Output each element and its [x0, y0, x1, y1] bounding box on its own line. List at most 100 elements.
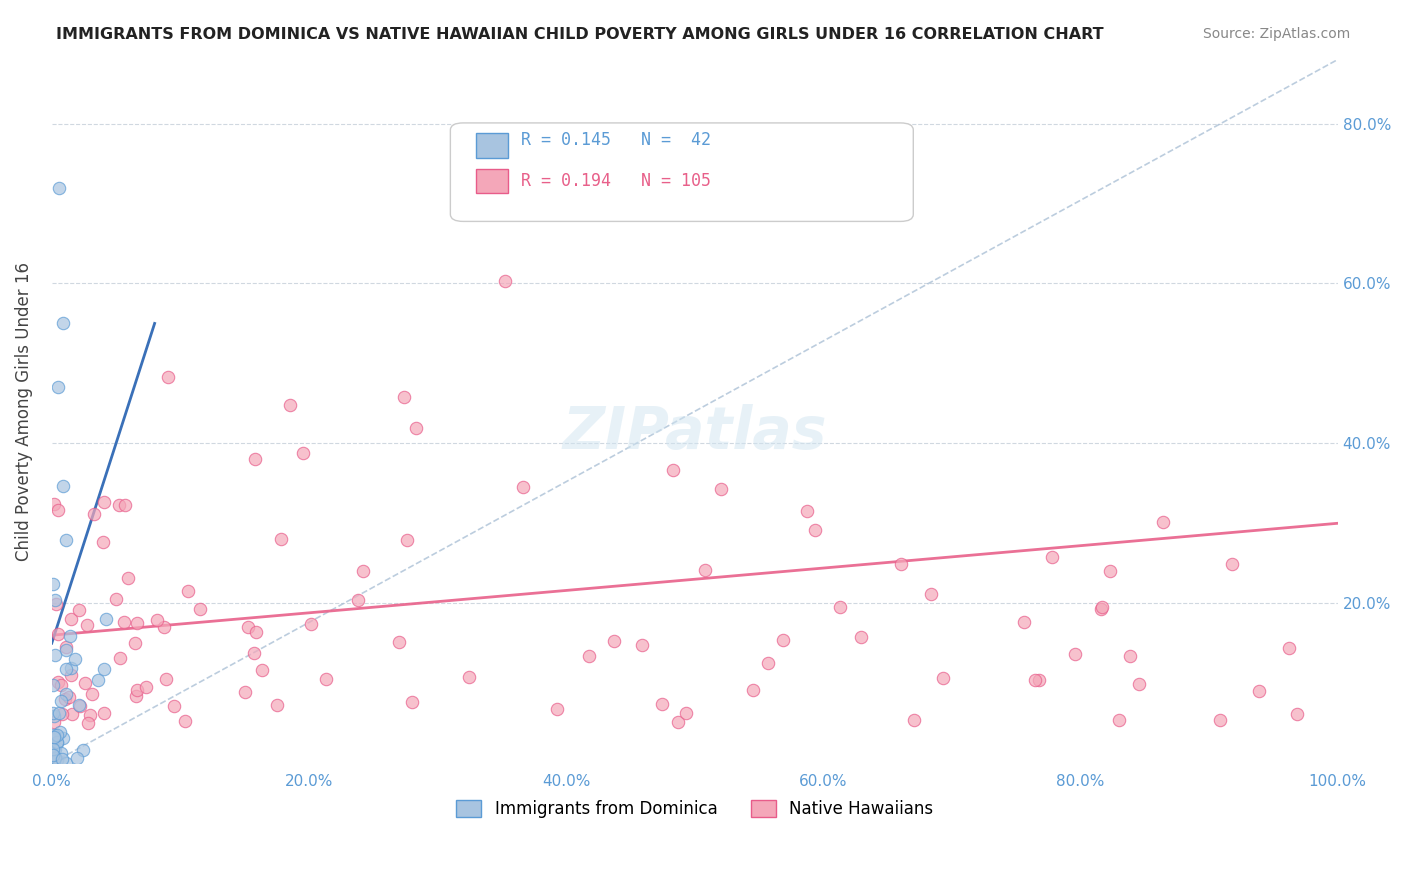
Point	[44, 709, 66, 723]
Point	[114, 498, 136, 512]
Point	[49, 678, 72, 692]
Point	[80, 687, 103, 701]
Point	[278, 398, 301, 412]
Point	[494, 274, 516, 288]
Point	[83, 507, 105, 521]
Point	[1152, 515, 1174, 529]
Point	[546, 701, 568, 715]
Point	[93, 495, 115, 509]
Point	[125, 690, 148, 704]
Point	[395, 533, 418, 548]
Point	[849, 631, 872, 645]
Point	[299, 616, 322, 631]
Point	[830, 600, 852, 615]
Point	[675, 706, 697, 721]
Point	[59, 661, 82, 675]
Point	[1091, 599, 1114, 614]
Point	[79, 707, 101, 722]
Point	[890, 557, 912, 571]
Point	[60, 706, 83, 721]
Point	[1098, 564, 1121, 578]
Point	[52, 317, 75, 331]
Point	[125, 615, 148, 630]
Text: IMMIGRANTS FROM DOMINICA VS NATIVE HAWAIIAN CHILD POVERTY AMONG GIRLS UNDER 16 C: IMMIGRANTS FROM DOMINICA VS NATIVE HAWAI…	[56, 27, 1104, 42]
Point	[55, 661, 77, 675]
Point	[233, 684, 256, 698]
Point	[174, 714, 197, 728]
Bar	[477, 134, 508, 158]
Point	[236, 620, 259, 634]
Point	[44, 497, 66, 511]
Point	[1278, 641, 1301, 656]
Point	[1247, 683, 1270, 698]
Point	[44, 742, 66, 756]
Point	[245, 624, 267, 639]
Point	[651, 698, 673, 712]
Point	[46, 735, 69, 749]
Point	[93, 706, 115, 720]
Point	[662, 463, 685, 477]
Point	[46, 380, 69, 394]
Point	[1119, 649, 1142, 664]
Point	[72, 743, 94, 757]
Point	[52, 731, 75, 745]
Point	[135, 680, 157, 694]
Point	[1028, 673, 1050, 688]
Point	[49, 694, 72, 708]
Bar	[477, 169, 508, 194]
Point	[44, 732, 66, 747]
Point	[44, 750, 66, 764]
Point	[1128, 676, 1150, 690]
Point	[44, 593, 66, 607]
Point	[124, 635, 146, 649]
Point	[46, 626, 69, 640]
Point	[53, 691, 76, 706]
Point	[58, 690, 80, 705]
Point	[292, 445, 315, 459]
Point	[93, 662, 115, 676]
Point	[163, 699, 186, 714]
Point	[69, 699, 91, 714]
Point	[86, 673, 108, 687]
Point	[155, 672, 177, 686]
Point	[51, 752, 73, 766]
Point	[46, 736, 69, 750]
Point	[117, 571, 139, 585]
Point	[44, 648, 66, 662]
Point	[48, 706, 70, 720]
Point	[58, 629, 80, 643]
Point	[695, 563, 717, 577]
Point	[67, 603, 90, 617]
Point	[796, 504, 818, 518]
Point	[108, 498, 131, 512]
Legend: Immigrants from Dominica, Native Hawaiians: Immigrants from Dominica, Native Hawaiia…	[450, 794, 939, 825]
Point	[49, 747, 72, 761]
Point	[42, 728, 65, 742]
Point	[772, 633, 794, 648]
Point	[42, 748, 65, 763]
Point	[45, 597, 67, 611]
Point	[457, 669, 479, 683]
Point	[270, 532, 292, 546]
Point	[756, 656, 779, 670]
Point	[1285, 706, 1308, 721]
Point	[243, 452, 266, 467]
Point	[60, 612, 83, 626]
Point	[94, 612, 117, 626]
Point	[76, 617, 98, 632]
Point	[55, 643, 77, 657]
Point	[153, 620, 176, 634]
Point	[46, 502, 69, 516]
Point	[44, 715, 66, 730]
Point	[315, 672, 337, 686]
Text: R = 0.194   N = 105: R = 0.194 N = 105	[522, 172, 711, 190]
Point	[177, 584, 200, 599]
Point	[1209, 713, 1232, 727]
Point	[932, 671, 955, 685]
Point	[46, 675, 69, 690]
Y-axis label: Child Poverty Among Girls Under 16: Child Poverty Among Girls Under 16	[15, 262, 32, 561]
Point	[55, 756, 77, 770]
Point	[1063, 648, 1085, 662]
Point	[903, 713, 925, 727]
Point	[66, 751, 89, 765]
